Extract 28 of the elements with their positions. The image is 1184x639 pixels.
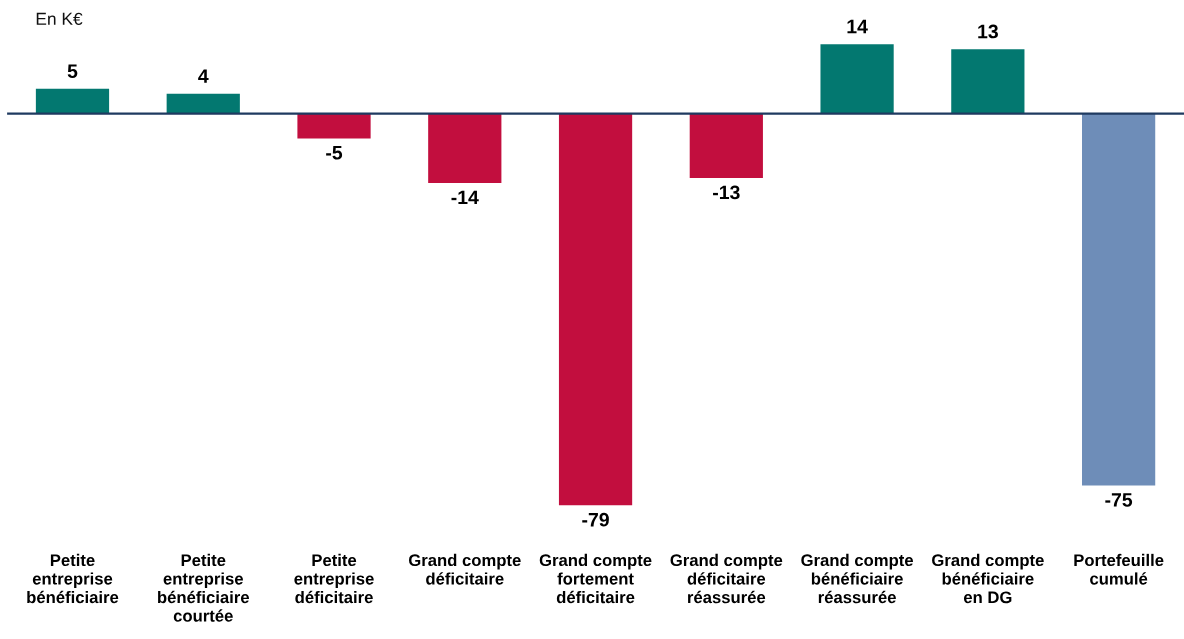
data-label: -13 <box>713 185 740 200</box>
data-label: -75 <box>1105 493 1133 507</box>
bar <box>428 113 502 184</box>
data-label: -79 <box>582 512 609 527</box>
x-tick-label: Grand compte fortement déficitaire <box>539 553 652 604</box>
x-tick-label: Grand compte déficitaire réassurée <box>670 553 783 604</box>
x-tick-label: Petite entreprise bénéficiaire courtée <box>158 553 250 622</box>
bar <box>1082 113 1156 486</box>
x-tick-label: Grand compte déficitaire <box>408 553 521 585</box>
data-label: -5 <box>326 146 343 160</box>
data-label: 14 <box>847 19 868 34</box>
bar <box>558 113 633 506</box>
x-tick-label: Grand compte bénéficiaire en DG <box>932 553 1044 604</box>
data-label: 5 <box>67 64 78 79</box>
bar <box>297 113 371 139</box>
bar <box>951 49 1025 114</box>
y-axis-title: En K€ <box>36 12 83 25</box>
bar <box>689 113 763 179</box>
x-tick-label: Portefeuille cumulé <box>1074 553 1164 585</box>
data-label: 13 <box>978 24 998 39</box>
x-tick-label: Grand compte bénéficiaire réassurée <box>801 553 914 604</box>
x-tick-label: Petite entreprise déficitaire <box>294 553 374 604</box>
data-label: -14 <box>451 190 479 205</box>
bar <box>820 44 894 114</box>
bar <box>35 88 110 114</box>
x-tick-label: Petite entreprise bénéficiaire <box>27 553 119 604</box>
data-label: 4 <box>198 69 209 83</box>
bar <box>166 93 240 114</box>
